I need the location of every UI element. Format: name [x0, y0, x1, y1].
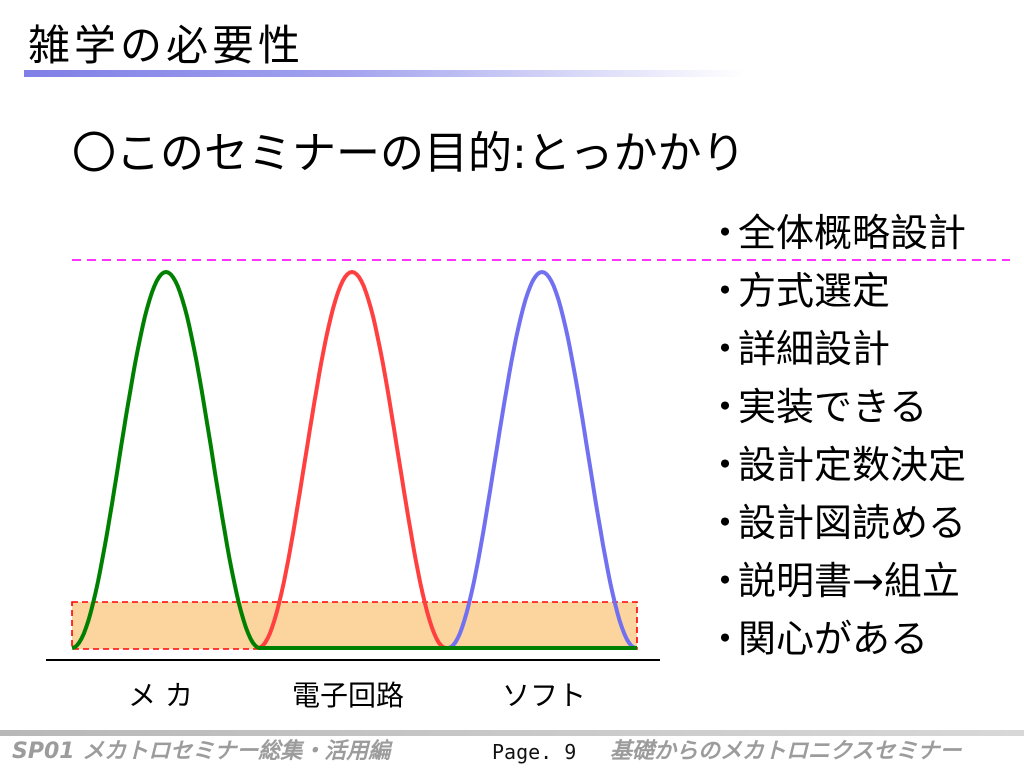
- bullet-text: 実装できる: [738, 385, 928, 429]
- bullet-item: ・設計定数決定: [706, 436, 966, 494]
- bullet-text: 方式選定: [738, 269, 891, 313]
- bullet-marker: ・: [706, 617, 745, 661]
- peak-curve-soft: [447, 269, 637, 650]
- footer-rule: [0, 730, 1024, 736]
- bullet-marker: ・: [706, 211, 745, 255]
- category-label-mecha: メ カ: [128, 679, 193, 712]
- bullet-text: 設計定数決定: [738, 443, 967, 487]
- bullet-text: 関心がある: [738, 617, 929, 661]
- peak-curve-mecha: [71, 269, 261, 650]
- bullet-marker: ・: [706, 501, 745, 545]
- title-underline: [24, 70, 744, 77]
- bullet-text: 全体概略設計: [738, 211, 967, 255]
- bullet-text: 設計図読める: [738, 501, 967, 545]
- slide-title: 雑学の必要性: [28, 21, 305, 70]
- footer-page-number: Page. 9: [492, 740, 577, 764]
- skill-peaks-diagram: [46, 259, 1010, 661]
- bullet-list: ・全体概略設計 ・方式選定 ・詳細設計 ・実装できる ・設計定数決定 ・設計図読…: [706, 204, 966, 668]
- bullet-marker: ・: [706, 327, 745, 371]
- footer-course-title: SP01 メカトロセミナー総集・活用編: [12, 739, 391, 764]
- bullet-text: 詳細設計: [738, 327, 891, 371]
- bullet-marker: ・: [706, 443, 745, 487]
- bullet-item: ・実装できる: [706, 378, 966, 436]
- category-label-circuit: 電子回路: [292, 679, 405, 712]
- bullet-item: ・設計図読める: [706, 494, 966, 552]
- bullet-text: 説明書→組立: [738, 559, 960, 603]
- bullet-item: ・関心がある: [706, 610, 966, 668]
- base-knowledge-band: [71, 601, 638, 650]
- bullet-item: ・詳細設計: [706, 320, 966, 378]
- category-label-soft: ソフト: [502, 679, 587, 712]
- bullet-marker: ・: [706, 559, 745, 603]
- bullet-item: ・方式選定: [706, 262, 966, 320]
- bullet-marker: ・: [706, 269, 745, 313]
- peak-curve-circuit: [257, 269, 447, 650]
- bullet-item: ・説明書→組立: [706, 552, 966, 610]
- slide-subtitle: 〇このセミナーの目的:とっかかり: [72, 128, 746, 179]
- bullet-item: ・全体概略設計: [706, 204, 966, 262]
- footer-seminar-name: 基礎からのメカトロニクスセミナー: [610, 739, 962, 764]
- bullet-marker: ・: [706, 385, 745, 429]
- footer: SP01 メカトロセミナー総集・活用編 Page. 9 基礎からのメカトロニクス…: [0, 736, 1024, 768]
